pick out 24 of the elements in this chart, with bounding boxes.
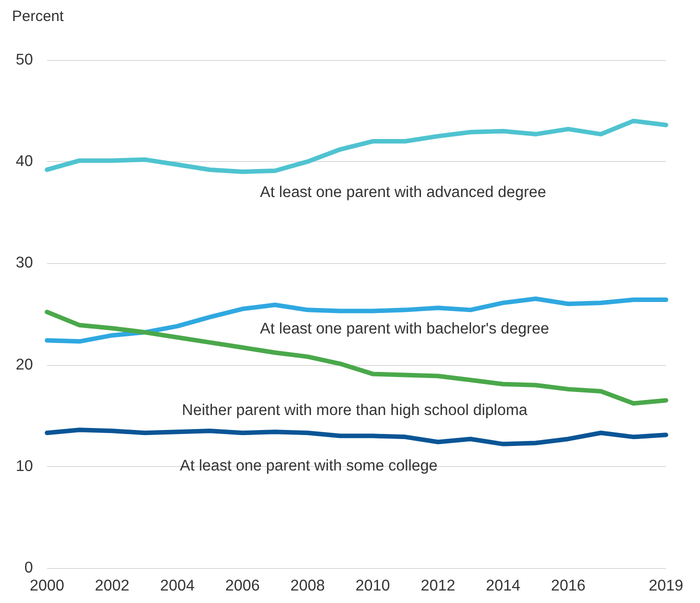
y-tick-label: 20: [16, 356, 34, 374]
series-label: At least one parent with bachelor's degree: [260, 320, 550, 338]
y-tick-label: 40: [16, 153, 34, 170]
x-tick-label: 2006: [225, 578, 260, 594]
x-tick-label: 2012: [420, 578, 456, 594]
y-tick-label: 10: [16, 458, 34, 475]
y-tick-label: 30: [16, 254, 34, 272]
y-tick-label: 0: [24, 560, 34, 576]
x-tick-label: 2000: [30, 578, 65, 594]
x-tick-label: 2014: [486, 578, 521, 594]
line-series: [44, 428, 668, 446]
y-tick-label: 50: [16, 52, 34, 68]
x-tick-label: 2016: [551, 578, 586, 594]
y-axis-title: Percent: [12, 8, 65, 25]
series-label: At least one parent with some college: [180, 457, 438, 474]
line-series: [44, 118, 668, 174]
x-tick-label: 2019: [648, 578, 684, 594]
series-label: Neither parent with more than high school diploma: [182, 402, 528, 419]
x-tick-label: 2010: [356, 578, 390, 594]
x-tick-label: 2002: [94, 578, 130, 594]
line-series: [44, 296, 668, 344]
x-tick-label: 2004: [160, 578, 195, 594]
x-tick-label: 2008: [290, 578, 325, 594]
series-label: At least one parent with advanced degree: [260, 184, 546, 202]
